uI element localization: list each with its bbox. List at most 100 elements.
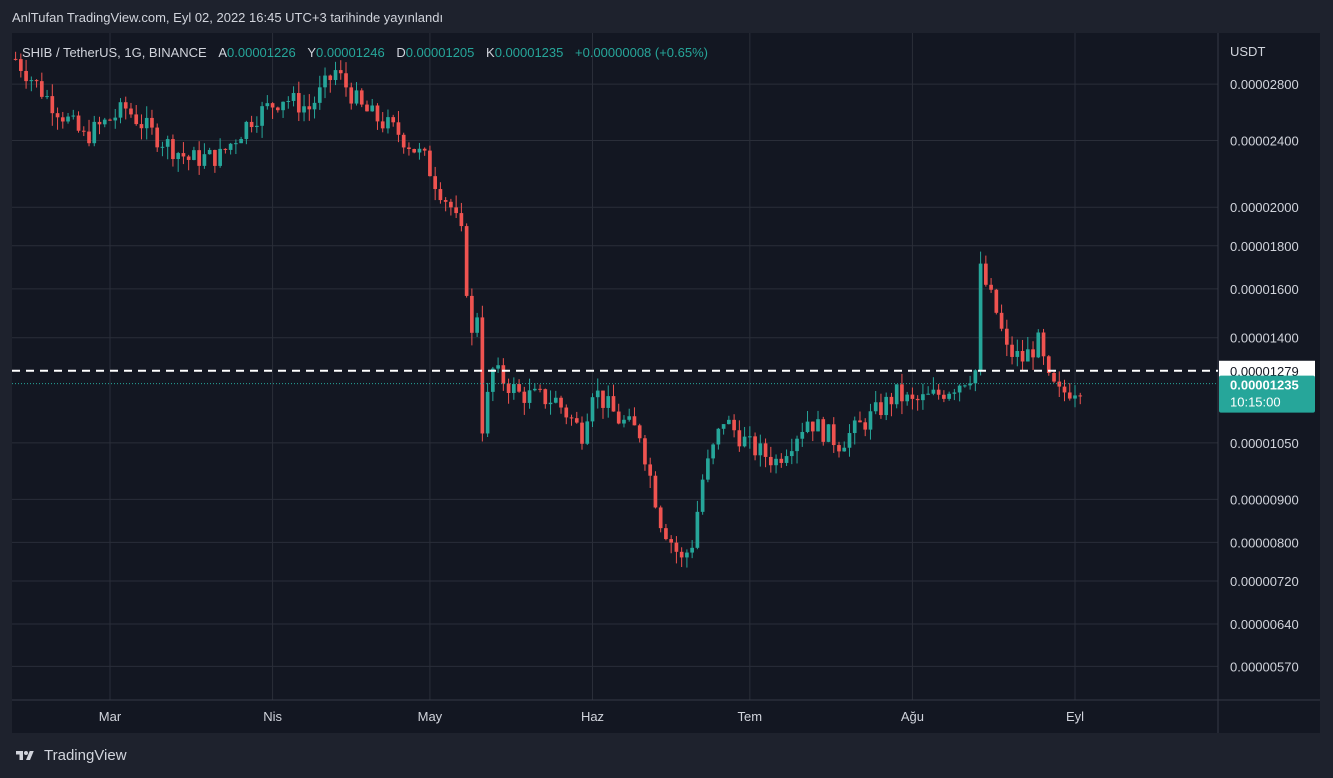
candle-body — [501, 365, 506, 384]
candle-body — [984, 263, 988, 285]
high-label: Y — [307, 45, 316, 60]
symbol-name[interactable]: SHIB / TetherUS, 1G, BINANCE — [22, 45, 207, 60]
candle-body — [627, 416, 632, 420]
candle-body — [92, 121, 97, 144]
candle-body — [905, 394, 910, 402]
candle-body — [942, 394, 946, 399]
high-value: 0.00001246 — [316, 45, 385, 60]
candle-body — [1073, 395, 1077, 399]
candle-body — [831, 424, 836, 446]
candle-body — [580, 422, 584, 444]
candle-body — [317, 87, 322, 103]
candle-body — [1041, 332, 1046, 357]
candle-body — [454, 207, 458, 214]
candle-body — [559, 397, 563, 408]
candle-body — [291, 93, 296, 101]
candle-body — [286, 100, 291, 102]
candle-body — [595, 390, 600, 398]
candle-body — [879, 402, 883, 416]
candle-body — [218, 148, 222, 166]
price-tick-label: 0.00000900 — [1230, 492, 1299, 507]
candle-body — [412, 149, 417, 153]
price-tick-label: 0.00000640 — [1230, 617, 1299, 632]
candle-body — [779, 458, 784, 463]
candle-body — [118, 102, 123, 118]
candle-body — [359, 90, 364, 105]
candle-body — [1025, 349, 1030, 362]
candle-body — [706, 458, 710, 480]
candle-body — [433, 176, 437, 190]
candle-body — [296, 93, 301, 113]
open-value: 0.00001226 — [227, 45, 296, 60]
footer-brand[interactable]: TradingView — [12, 747, 127, 764]
candle-body — [349, 87, 354, 104]
candle-body — [889, 396, 894, 405]
candle-body — [721, 424, 726, 429]
current-price-tag — [1219, 375, 1315, 413]
candle-body — [873, 402, 878, 412]
candle-body — [606, 396, 611, 408]
candle-body — [66, 116, 70, 122]
candle-body — [470, 295, 474, 333]
candle-body — [884, 396, 889, 416]
candle-body — [375, 105, 380, 122]
price-tick-label: 0.00000720 — [1230, 574, 1299, 589]
candle-body — [543, 389, 548, 405]
candle-body — [1010, 344, 1014, 357]
time-tick-label: Tem — [738, 709, 763, 724]
candle-body — [29, 80, 34, 82]
candle-body — [564, 407, 569, 418]
candles — [13, 51, 1083, 568]
candle-body — [97, 121, 102, 125]
candle-body — [637, 425, 642, 439]
price-tick-label: 0.00000800 — [1230, 535, 1299, 550]
brand-name: TradingView — [44, 747, 127, 764]
candle-body — [590, 397, 595, 422]
candle-body — [1052, 373, 1056, 382]
candle-body — [952, 392, 957, 394]
candle-body — [921, 394, 925, 401]
publish-header: AnlTufan TradingView.com, Eyl 02, 2022 1… — [12, 10, 444, 25]
candle-body — [380, 121, 385, 129]
candle-body — [475, 317, 479, 333]
candle-body — [45, 96, 49, 98]
candle-body — [386, 117, 390, 129]
candle-body — [55, 113, 60, 118]
candle-body — [711, 444, 715, 459]
low-value: 0.00001205 — [405, 45, 475, 60]
open-label: A — [218, 45, 228, 60]
candle-body — [338, 70, 343, 74]
candle-body — [685, 552, 689, 558]
candle-body — [344, 73, 348, 88]
candle-body — [585, 421, 590, 444]
candle-body — [281, 101, 285, 111]
time-axis: Mar Nis May Haz Tem Ağu Eyl — [99, 709, 1084, 724]
candle-body — [842, 447, 847, 452]
price-axis-currency: USDT — [1230, 44, 1265, 59]
candle-body — [270, 103, 275, 108]
candle-body — [71, 115, 76, 117]
candle-body — [758, 443, 763, 456]
candle-body — [894, 384, 899, 405]
candle-body — [963, 385, 967, 387]
candle-body — [144, 117, 149, 129]
candle-body — [129, 108, 133, 115]
candle-body — [931, 389, 936, 394]
candle-body — [553, 397, 558, 403]
candle-body — [401, 134, 406, 148]
candle-body — [611, 396, 616, 412]
candle-body — [658, 507, 663, 529]
current-price-label: 0.00001235 — [1230, 378, 1299, 393]
symbol-legend[interactable]: SHIB / TetherUS, 1G, BINANCE A0.00001226… — [22, 45, 708, 60]
change-value: +0.00000008 (+0.65%) — [575, 45, 708, 60]
candle-body — [632, 416, 637, 426]
candle-body — [76, 115, 81, 131]
candle-body — [527, 390, 532, 403]
candle-body — [1078, 395, 1083, 397]
candle-body — [616, 411, 621, 424]
close-value: 0.00001235 — [494, 45, 564, 60]
candle-body — [690, 547, 694, 553]
candle-body — [669, 539, 674, 543]
